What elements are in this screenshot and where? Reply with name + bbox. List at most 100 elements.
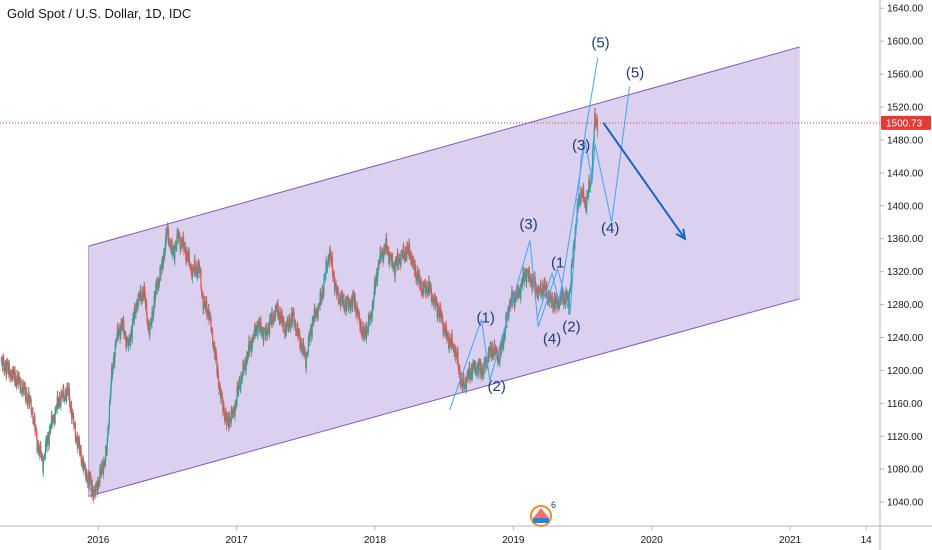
candle-body [478,362,480,365]
candle-body [383,248,386,250]
candle-body [416,271,419,282]
candle-body [7,363,9,366]
candle-body [286,320,288,327]
candle-body [483,361,485,375]
candle-body [144,291,146,300]
candle-body [377,263,379,275]
candle-body [217,368,219,375]
candle-body [160,263,163,269]
candle-body [314,308,316,312]
candle-body [235,404,237,407]
candle-body [148,320,150,332]
candle-body [278,314,280,320]
candle-body [547,299,549,301]
candle-body [362,326,364,335]
candle-body [386,238,388,252]
candle-body [283,319,285,332]
candle-body [571,260,573,266]
candle-body [261,331,263,333]
candle-body [377,274,379,282]
candle-body [590,175,592,184]
candle-body [430,286,432,289]
candle-body [22,381,24,392]
candle-body [562,296,564,305]
candle-body [67,387,69,392]
candle-body [435,300,437,306]
candle-body [96,482,98,486]
candle-body [293,312,295,326]
candle-body [400,251,402,265]
candle-body [523,276,526,281]
candle-body [2,357,4,367]
candle-body [511,291,513,303]
candle-body [154,295,156,303]
candle-body [474,362,477,373]
candle-body [441,315,444,322]
candle-body [142,291,144,296]
candle-body [191,267,194,278]
candle-body [439,307,441,317]
candle-body [560,293,562,302]
wave-label: (1 [551,255,564,272]
candle-body [186,251,188,256]
candle-body [188,250,190,261]
candle-body [444,328,446,332]
candle-body [466,373,468,381]
candle-body [91,484,93,490]
candle-body [135,302,138,311]
candle-body [415,276,417,280]
candle-body [101,464,104,470]
candle-body [226,418,228,425]
candle-body [251,343,253,353]
candle-body [595,123,597,125]
candle-body [108,422,110,430]
candle-body [380,254,382,259]
candle-body [448,338,451,350]
candle-body [452,343,454,348]
candle-body [13,369,15,375]
candle-body [558,306,560,307]
candle-body [570,265,572,282]
candle-body [379,256,381,263]
candle-body [104,460,106,464]
candle-body [249,345,252,348]
candle-body [151,311,154,318]
candle-body [354,298,356,306]
candle-body [484,359,486,361]
candle-body [319,305,321,307]
candle-body [355,305,357,313]
candle-body [216,359,218,374]
y-tick-label: 1120.00 [887,432,923,443]
candle-body [429,286,431,293]
candle-body [534,276,536,287]
candle-body [322,290,324,296]
candle-body [207,313,209,316]
candle-body [177,233,180,239]
candle-body [494,343,496,351]
candle-body [36,446,39,452]
candle-body [476,368,478,373]
candle-body [556,303,559,309]
candle-body [264,328,266,330]
candle-body [65,397,67,400]
x-tick-label: 2021 [779,535,802,546]
candle-body [459,370,461,384]
candle-body [463,386,465,387]
candle-body [396,254,398,266]
candle-body [171,241,173,255]
candle-body [86,473,88,482]
candle-body [110,384,112,393]
candle-body [281,315,283,323]
candle-body [332,272,334,277]
candle-body [9,377,12,379]
candle-body [92,489,94,496]
candle-body [559,299,561,307]
candle-body [200,269,202,287]
candle-body [66,387,68,398]
candle-body [115,341,117,344]
candle-body [480,364,482,368]
candle-body [593,128,595,140]
candle-body [81,461,83,465]
candle-body [437,308,439,318]
